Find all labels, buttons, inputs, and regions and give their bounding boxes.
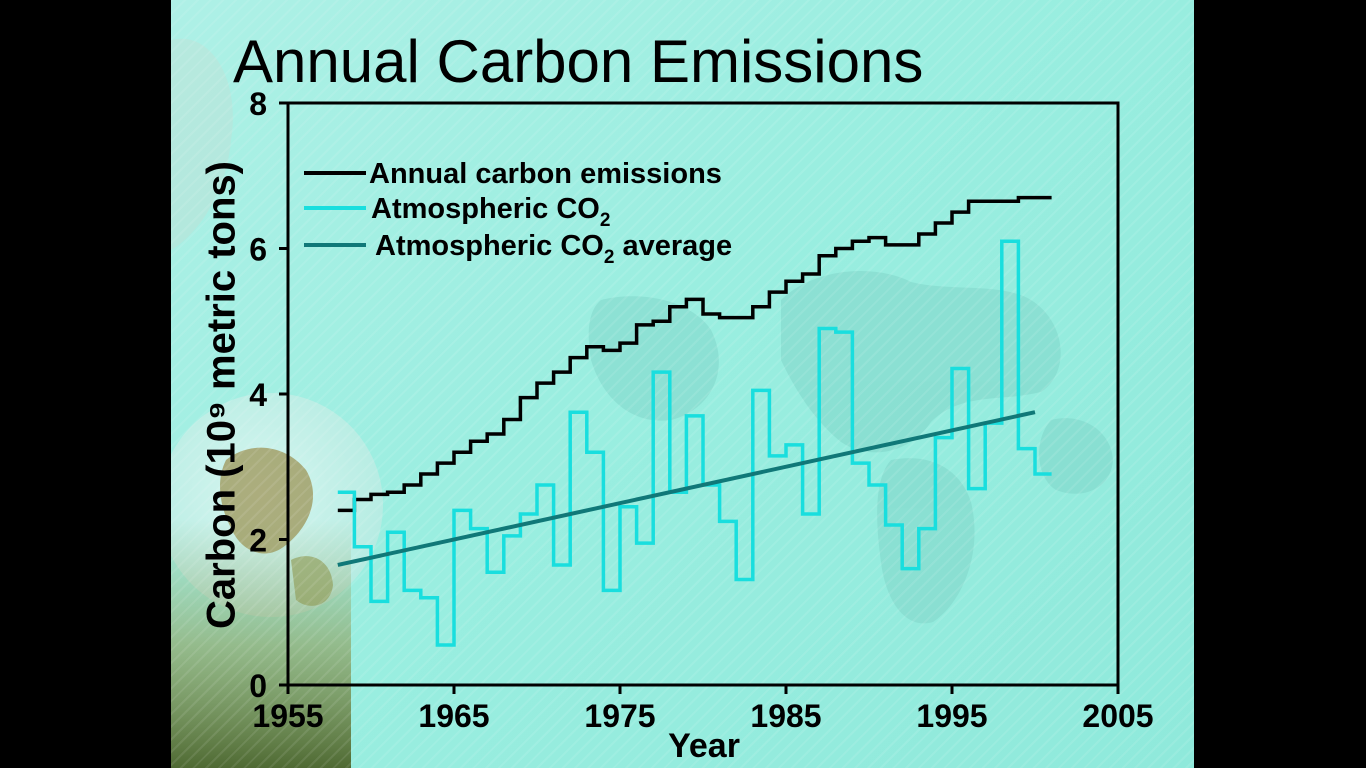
legend-label: Atmospheric CO2 average	[375, 230, 732, 268]
plot-frame	[286, 101, 1120, 687]
chart-plot: 1955 1965 1975 1985 1995 2005 0 2 4 6 8 Annual carb…	[249, 86, 1153, 734]
x-tick-label: 1985	[750, 698, 821, 734]
legend-label: Atmospheric CO2	[371, 193, 610, 231]
y-axis-label: Carbon (10⁹ metric tons)	[199, 161, 244, 629]
x-tick-label: 1975	[584, 698, 655, 734]
slide: Annual Carbon Emissions 1955 1965 1975 1985…	[171, 0, 1194, 768]
series-line-atmospheric-co2	[337, 239, 1052, 647]
foliage-shape	[171, 520, 351, 768]
x-tick-label: 1995	[916, 698, 987, 734]
series-line-co2-average	[337, 410, 1036, 567]
y-tick-label: 4	[249, 377, 267, 413]
chart-title: Annual Carbon Emissions	[233, 28, 924, 95]
y-tick-label: 2	[249, 523, 267, 559]
y-tick-label: 6	[249, 232, 267, 268]
legend-label: Annual carbon emissions	[369, 158, 722, 190]
stripe-overlay	[171, 0, 1194, 768]
y-tick-label: 0	[249, 668, 267, 704]
x-tick-label: 2005	[1082, 698, 1153, 734]
x-axis-title: Year	[668, 727, 740, 765]
y-tick-label: 8	[249, 86, 267, 122]
series-line-annual-emissions	[337, 195, 1052, 513]
x-tick-label: 1965	[418, 698, 489, 734]
x-tick-label: 1955	[252, 698, 323, 734]
